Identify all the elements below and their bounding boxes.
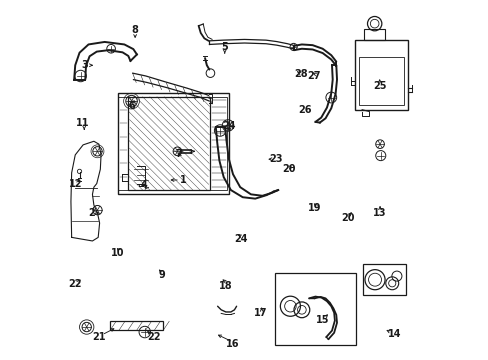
Text: 20: 20 — [340, 213, 354, 222]
Text: 24: 24 — [222, 121, 235, 131]
Text: 11: 11 — [76, 118, 89, 128]
Text: 2: 2 — [88, 208, 95, 218]
Text: 1: 1 — [180, 175, 186, 185]
Text: 24: 24 — [234, 234, 247, 244]
Bar — [118, 93, 228, 194]
Bar — [110, 321, 163, 330]
Text: 14: 14 — [387, 329, 401, 339]
Bar — [362, 264, 405, 295]
Text: 26: 26 — [297, 105, 311, 115]
Text: 5: 5 — [221, 42, 228, 52]
Text: 27: 27 — [307, 71, 321, 81]
Text: 23: 23 — [269, 154, 282, 164]
Text: 10: 10 — [110, 248, 123, 258]
Bar — [274, 273, 355, 345]
Text: 28: 28 — [294, 69, 307, 79]
Text: 8: 8 — [131, 25, 138, 35]
Bar — [210, 97, 227, 190]
Text: 6: 6 — [128, 102, 135, 112]
Bar — [354, 40, 407, 110]
Text: 17: 17 — [253, 309, 267, 318]
Text: 7: 7 — [176, 149, 182, 159]
Bar — [359, 57, 403, 105]
Text: 15: 15 — [315, 315, 329, 325]
Text: 12: 12 — [69, 179, 82, 189]
Text: 9: 9 — [158, 270, 165, 280]
Text: 3: 3 — [81, 60, 88, 70]
Bar — [118, 97, 128, 190]
Bar — [363, 29, 385, 40]
Bar — [128, 97, 210, 190]
Text: 20: 20 — [282, 164, 295, 174]
Text: 18: 18 — [219, 281, 232, 291]
Text: 4: 4 — [141, 180, 147, 190]
Text: 22: 22 — [68, 279, 82, 289]
Text: 13: 13 — [372, 208, 386, 218]
Text: 19: 19 — [307, 203, 321, 213]
Text: 22: 22 — [147, 332, 161, 342]
Text: 16: 16 — [226, 339, 239, 349]
Text: 21: 21 — [92, 332, 105, 342]
Text: 25: 25 — [372, 81, 386, 91]
